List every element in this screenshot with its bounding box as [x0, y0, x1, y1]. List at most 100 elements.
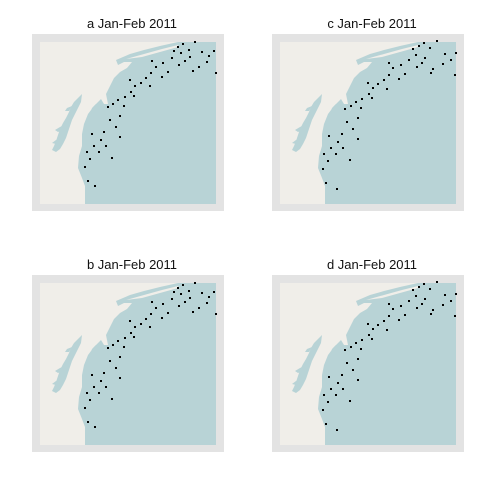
observation-point: [454, 315, 456, 317]
observation-point: [103, 372, 105, 374]
observation-point: [115, 126, 117, 128]
long-island: [366, 45, 418, 59]
observation-point: [424, 57, 426, 59]
observation-point: [161, 76, 163, 78]
observation-point: [377, 324, 379, 326]
observation-point: [98, 151, 100, 153]
observation-point: [392, 308, 394, 310]
observation-point: [130, 91, 132, 93]
observation-point: [398, 78, 400, 80]
bay-water: [292, 138, 302, 144]
observation-point: [337, 141, 339, 143]
observation-point: [455, 293, 457, 295]
observation-point: [421, 303, 423, 305]
observation-point: [350, 105, 352, 107]
observation-point: [198, 66, 200, 68]
observation-point: [330, 388, 332, 390]
observation-point: [416, 66, 418, 68]
observation-point: [412, 48, 414, 50]
observation-point: [107, 347, 109, 349]
observation-point: [360, 348, 362, 350]
observation-point: [215, 313, 217, 315]
observation-point: [350, 346, 352, 348]
map-a: [40, 41, 217, 204]
observation-point: [100, 380, 102, 382]
observation-point: [182, 284, 184, 286]
observation-point: [355, 101, 357, 103]
observation-point: [454, 74, 456, 76]
observation-point: [173, 50, 175, 52]
observation-point: [107, 106, 109, 108]
observation-point: [123, 346, 125, 348]
observation-point: [130, 332, 132, 334]
observation-point: [368, 93, 370, 95]
long-island: [126, 286, 178, 300]
bay-water: [305, 347, 312, 352]
observation-point: [400, 64, 402, 66]
observation-point: [330, 147, 332, 149]
observation-point: [322, 168, 324, 170]
bay-water: [52, 335, 82, 393]
bay-water: [292, 379, 302, 385]
observation-point: [167, 312, 169, 314]
observation-point: [357, 379, 359, 381]
observation-point: [208, 296, 210, 298]
observation-point: [432, 309, 434, 311]
observation-point: [346, 121, 348, 123]
observation-point: [418, 45, 420, 47]
observation-point: [423, 42, 425, 44]
bay-water: [295, 365, 306, 373]
observation-point: [344, 349, 346, 351]
observation-point: [436, 281, 438, 283]
land-area: [280, 42, 418, 204]
observation-point: [404, 73, 406, 75]
observation-point: [322, 409, 324, 411]
observation-point: [89, 399, 91, 401]
observation-point: [386, 329, 388, 331]
panel-a: a Jan-Feb 2011: [32, 14, 232, 214]
observation-point: [167, 71, 169, 73]
panel-title-b: b Jan-Feb 2011: [86, 257, 178, 272]
observation-point: [189, 297, 191, 299]
observation-point: [177, 287, 179, 289]
observation-point: [145, 77, 147, 79]
observation-point: [368, 334, 370, 336]
observation-point: [341, 374, 343, 376]
observation-point: [98, 392, 100, 394]
panel-d: d Jan-Feb 2011: [272, 255, 472, 455]
panel-c: c Jan-Feb 2011: [272, 14, 472, 214]
observation-point: [424, 298, 426, 300]
observation-point: [430, 313, 432, 315]
observation-point: [117, 340, 119, 342]
observation-point: [189, 56, 191, 58]
observation-point: [408, 300, 410, 302]
map-frame-b: [32, 275, 224, 452]
observation-point: [89, 158, 91, 160]
observation-point: [155, 66, 157, 68]
observation-point: [383, 79, 385, 81]
observation-point: [323, 394, 325, 396]
observation-point: [177, 46, 179, 48]
observation-point: [371, 338, 373, 340]
observation-point: [206, 61, 208, 63]
panel-title-d: d Jan-Feb 2011: [326, 257, 418, 272]
observation-point: [328, 135, 330, 137]
observation-point: [198, 307, 200, 309]
observation-point: [386, 88, 388, 90]
observation-point: [119, 377, 121, 379]
observation-point: [377, 83, 379, 85]
observation-point: [429, 47, 431, 49]
observation-point: [372, 87, 374, 89]
bay-water: [65, 347, 72, 352]
observation-point: [87, 180, 89, 182]
observation-point: [124, 96, 126, 98]
observation-point: [192, 311, 194, 313]
observation-point: [94, 426, 96, 428]
long-island: [366, 286, 418, 300]
observation-point: [418, 286, 420, 288]
observation-point: [335, 153, 337, 155]
bay-water: [90, 104, 98, 118]
observation-point: [323, 153, 325, 155]
observation-point: [192, 70, 194, 72]
observation-point: [325, 423, 327, 425]
